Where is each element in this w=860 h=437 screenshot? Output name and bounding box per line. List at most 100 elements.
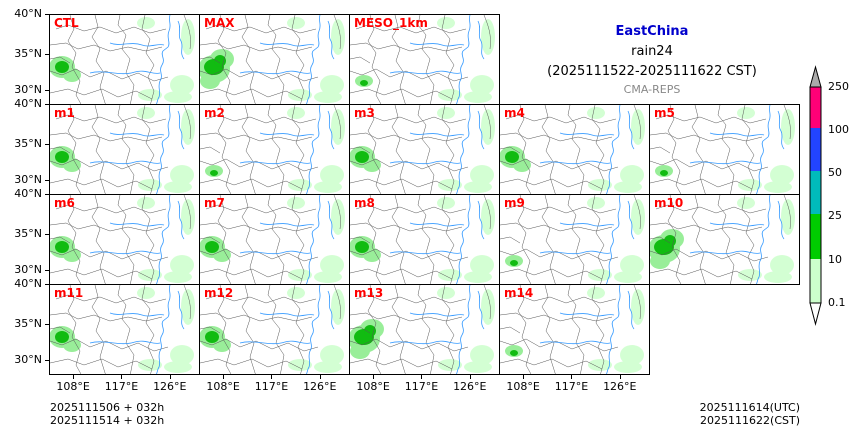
colorbar-label-50: 50 [828,166,842,179]
panel-label-CTL: CTL [54,16,79,30]
lon-label: 108°E [356,380,390,393]
colorbar-segment-50 [810,171,821,214]
map-panel-m3: m3 [349,104,500,195]
map-panel-graphic [50,15,195,104]
heavy-rain-area [660,170,668,176]
panel-label-m6: m6 [54,196,75,210]
province-borders [200,285,341,374]
lon-tick [469,375,471,379]
map-panel-m4: m4 [499,104,650,195]
lat-tick [45,270,49,272]
map-panel-m9: m9 [499,194,650,285]
panel-label-MESO_1km: MESO_1km [354,16,428,30]
colorbar-extend-min [809,302,822,326]
map-panel-m1: m1 [49,104,200,195]
map-panel-graphic [350,285,495,374]
lat-label: 40°N [14,187,42,200]
panel-label-m11: m11 [54,286,84,300]
coastline-rivers [689,195,785,284]
light-rain-area [587,107,645,193]
colorbar-label-250: 250 [828,80,849,93]
lat-tick [45,144,49,146]
province-borders [350,195,491,284]
heavy-rain-area [55,151,69,163]
province-borders [350,285,491,374]
panel-label-m8: m8 [354,196,375,210]
heavy-rain-area [355,241,369,253]
map-panel-m5: m5 [649,104,800,195]
panel-label-m13: m13 [354,286,384,300]
lat-tick [45,104,49,105]
light-rain-area [287,107,345,193]
lat-tick [45,194,49,195]
light-rain-area [287,197,345,283]
map-panel-m11: m11 [49,284,200,375]
colorbar-extend-max [809,65,822,88]
coastline-rivers [89,195,185,284]
lon-label: 117°E [104,380,139,393]
lat-label: 35°N [14,137,42,151]
lat-tick [45,14,49,15]
colorbar-label-100: 100 [828,123,849,136]
map-panel-m12: m12 [199,284,350,375]
coastline-rivers [89,105,185,194]
province-borders [350,15,491,104]
coastline-rivers [539,195,635,284]
light-rain-area [137,287,195,373]
map-panel-graphic [200,195,345,284]
variable-title: rain24 [631,44,673,59]
heavy-rain-area [205,241,219,253]
lon-tick [619,375,621,379]
lon-tick [373,375,375,379]
light-rain-area [137,197,195,283]
lat-tick [45,54,49,56]
province-borders [500,285,641,374]
light-rain-area [287,17,345,103]
light-rain-area [437,17,495,103]
light-rain-area [737,107,795,193]
lon-label: 126°E [303,380,337,393]
heavy-rain-area [205,331,219,343]
lon-label: 126°E [153,380,187,393]
coastline-rivers [89,285,185,374]
map-panel-graphic [350,195,495,284]
lat-tick [45,324,49,326]
coastline-rivers [389,15,485,104]
map-panel-graphic [200,105,345,194]
map-panel-graphic [200,285,345,374]
province-borders [50,15,191,104]
lat-label: 30°N [14,83,42,97]
province-borders [500,105,641,194]
lat-label: 40°N [14,277,42,290]
province-borders [200,195,341,284]
period-title: (2025111522-2025111622 CST) [547,64,757,79]
coastline-rivers [689,105,785,194]
valid-time-cst: 2025111622(CST) [700,414,800,427]
heavy-rain-area [55,241,69,253]
coastline-rivers [389,105,485,194]
panel-label-m2: m2 [204,106,225,120]
source-title: CMA-REPS [623,83,681,96]
heavy-rain-area [55,61,69,73]
panel-label-m14: m14 [504,286,534,300]
panel-label-m7: m7 [204,196,225,210]
heavy-rain-area [510,350,518,356]
lon-label: 108°E [56,380,90,393]
light-rain-area [287,287,345,373]
lon-label: 108°E [506,380,540,393]
light-rain-area [437,197,495,283]
init-time-cst: 2025111514 + 032h [50,414,165,427]
coastline-rivers [239,15,335,104]
panel-label-m9: m9 [504,196,525,210]
lat-label: 30°N [14,263,42,277]
map-panel-graphic [500,195,645,284]
lon-tick [271,375,273,379]
coastline-rivers [89,15,185,104]
province-borders [500,195,641,284]
lat-label: 40°N [14,97,42,110]
colorbar-label-0-1: 0.1 [828,296,846,309]
lon-label: 108°E [206,380,240,393]
colorbar-segment-25 [810,214,821,259]
coastline-rivers [539,105,635,194]
map-panel-graphic [50,105,195,194]
